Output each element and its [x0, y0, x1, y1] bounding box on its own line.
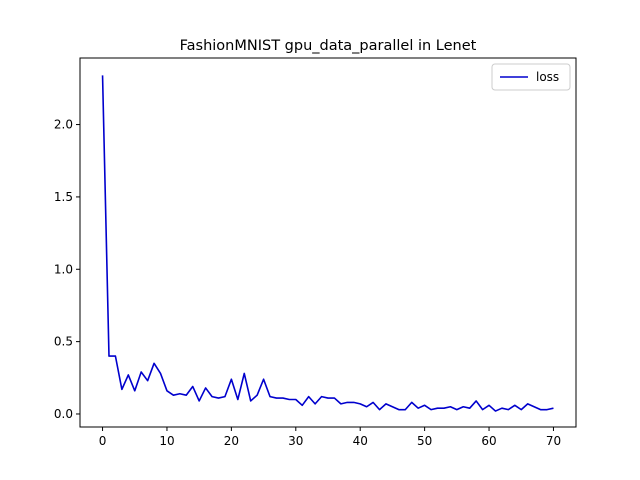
series-line-loss	[101, 75, 554, 412]
x-tick-label: 0	[99, 434, 107, 448]
x-tick-label: 30	[288, 434, 303, 448]
x-tick-label: 10	[159, 434, 174, 448]
x-tick-label: 40	[353, 434, 368, 448]
x-tick-label: 70	[546, 434, 561, 448]
x-tick-label: 50	[417, 434, 432, 448]
y-tick-label: 2.0	[54, 118, 73, 132]
legend-label: loss	[536, 70, 559, 84]
axes-frame	[79, 57, 577, 428]
y-tick-label: 0.0	[54, 407, 73, 421]
chart-title: FashionMNIST gpu_data_parallel in Lenet	[180, 38, 477, 54]
legend-box	[491, 63, 571, 91]
plot-area: 0 10 20 30 40 50 60 70 0.0 0.5 1.0 1.5 2.0 loss	[54, 57, 577, 448]
y-tick-label: 0.5	[54, 335, 73, 349]
x-tick-label: 60	[481, 434, 496, 448]
x-tick-label: 20	[224, 434, 239, 448]
y-tick-label: 1.5	[54, 190, 73, 204]
y-tick-label: 1.0	[54, 262, 73, 276]
